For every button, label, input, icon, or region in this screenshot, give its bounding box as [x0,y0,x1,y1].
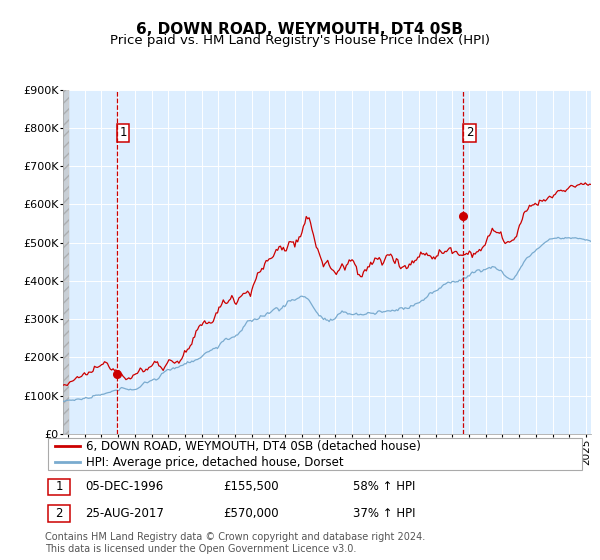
Bar [63,90,70,434]
Text: 37% ↑ HPI: 37% ↑ HPI [353,507,415,520]
FancyBboxPatch shape [48,438,582,470]
Text: 6, DOWN ROAD, WEYMOUTH, DT4 0SB: 6, DOWN ROAD, WEYMOUTH, DT4 0SB [137,22,464,38]
Text: HPI: Average price, detached house, Dorset: HPI: Average price, detached house, Dors… [86,456,343,469]
Text: 25-AUG-2017: 25-AUG-2017 [86,507,164,520]
FancyBboxPatch shape [48,506,70,521]
FancyBboxPatch shape [48,479,70,494]
Text: £570,000: £570,000 [223,507,279,520]
Text: 58% ↑ HPI: 58% ↑ HPI [353,480,415,493]
Text: 2: 2 [55,507,63,520]
Text: 6, DOWN ROAD, WEYMOUTH, DT4 0SB (detached house): 6, DOWN ROAD, WEYMOUTH, DT4 0SB (detache… [86,440,421,452]
Text: Contains HM Land Registry data © Crown copyright and database right 2024.
This d: Contains HM Land Registry data © Crown c… [45,532,425,554]
Text: 1: 1 [119,126,127,139]
Text: Price paid vs. HM Land Registry's House Price Index (HPI): Price paid vs. HM Land Registry's House … [110,34,490,46]
Text: 2: 2 [466,126,473,139]
Text: 05-DEC-1996: 05-DEC-1996 [86,480,164,493]
Text: £155,500: £155,500 [223,480,279,493]
Text: 1: 1 [55,480,63,493]
